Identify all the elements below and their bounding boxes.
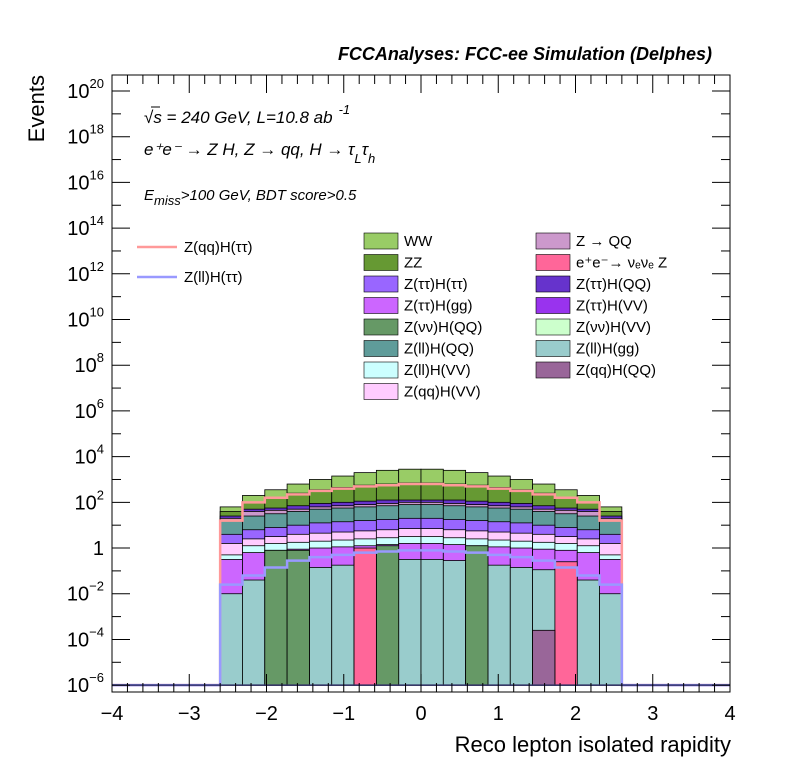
legend-label: Z(ll)H(gg) — [576, 341, 639, 358]
selection-sub: miss — [154, 193, 181, 208]
hist-bar — [309, 567, 333, 686]
x-tick-label: −2 — [255, 703, 278, 725]
y-tick-label: 102 — [75, 487, 104, 514]
hist-bar — [509, 567, 533, 686]
energy-annotation: √s = 240 GeV, L=10.8 ab -1 — [144, 102, 350, 127]
energy-exp: -1 — [339, 102, 351, 117]
legend-label: Z(ττ)H(VV) — [576, 298, 648, 315]
x-tick-label: −3 — [178, 703, 201, 725]
y-tick-label: 10−4 — [67, 624, 104, 651]
legend-label: ZZ — [404, 255, 422, 272]
legend-swatch — [363, 254, 399, 271]
hist-bar — [219, 593, 243, 686]
process-tau: τ — [362, 140, 370, 159]
x-tick-label: −4 — [101, 703, 124, 725]
legend: Z(qq)H(ττ) Z(ll)H(ττ) WW ZZ Z(ττ)H(ττ) Z(ττ)H… — [137, 232, 667, 401]
legend-swatch — [363, 275, 399, 293]
y-tick-labels: 10−6 10−4 10−2 1 102 104 106 108 1010 1012 1014 101… — [67, 76, 104, 697]
x-tick-label: 1 — [493, 703, 504, 725]
hist-bar — [487, 564, 511, 686]
energy-text: √s = 240 GeV, L=10.8 ab — [144, 108, 333, 127]
sparse-e-e-z — [353, 547, 578, 686]
legend-label: Z(νν)H(QQ) — [404, 319, 482, 336]
y-tick-label: 108 — [75, 350, 104, 377]
sparse-bar — [264, 549, 288, 686]
legend-swatch — [363, 361, 399, 379]
sparse-bar — [532, 629, 556, 686]
line-z-ll-h- — [112, 549, 730, 687]
legend-swatch — [363, 340, 399, 357]
legend-swatch — [363, 318, 399, 336]
y-tick-label: 1010 — [67, 305, 104, 332]
legend-label: Z(qq)H(ττ) — [184, 239, 253, 256]
sparse-z-h-qq- — [264, 545, 489, 686]
hist-bar — [242, 579, 266, 686]
y-tick-label: 1014 — [67, 213, 104, 240]
selection-annotation: Emiss>100 GeV, BDT score>0.5 — [144, 187, 357, 208]
legend-label: Z(ll)H(VV) — [404, 362, 471, 379]
process-sub-l: L — [354, 151, 361, 166]
sparse-bar — [375, 545, 400, 686]
y-tick-label: 1012 — [67, 259, 104, 286]
legend-swatch — [363, 297, 399, 314]
legend-label: e⁺e⁻→ νₑνₑ Z — [576, 255, 667, 272]
x-tick-label: −1 — [332, 703, 355, 725]
legend-swatch — [363, 383, 399, 400]
legend-label: Z(ll)H(QQ) — [404, 341, 474, 358]
hist-bar — [576, 579, 600, 686]
chart-title: FCCAnalyses: FCC-ee Simulation (Delphes) — [338, 44, 712, 64]
legend-swatch — [363, 232, 399, 250]
legend-swatch — [535, 318, 571, 336]
y-axis-title: Events — [24, 75, 49, 142]
sparse-bar — [286, 549, 310, 686]
legend-label: Z(ll)H(ττ) — [184, 269, 243, 286]
legend-label: WW — [404, 233, 433, 250]
legend-swatch — [535, 361, 571, 379]
legend-label: Z(qq)H(VV) — [404, 384, 481, 401]
legend-label: Z → QQ — [576, 233, 632, 250]
legend-label: Z(ττ)H(gg) — [404, 298, 473, 315]
sparse-bar — [554, 561, 578, 686]
x-tick-labels: −4 −3 −2 −1 0 1 2 3 4 — [101, 703, 736, 725]
legend-label: Z(νν)H(VV) — [576, 319, 651, 336]
hist-bar — [420, 559, 444, 686]
hist-bar — [599, 593, 623, 686]
y-tick-label: 1016 — [67, 167, 104, 194]
y-tick-label: 104 — [75, 442, 104, 469]
legend-swatch — [535, 254, 571, 271]
y-tick-label: 106 — [75, 396, 104, 423]
legend-swatch — [535, 275, 571, 293]
x-axis-title: Reco lepton isolated rapidity — [455, 732, 731, 757]
legend-label: Z(ττ)H(ττ) — [404, 276, 468, 293]
selection-e: E — [144, 187, 155, 204]
x-tick-label: 4 — [724, 703, 735, 725]
sparse-bar — [353, 547, 377, 686]
x-tick-label: 3 — [647, 703, 658, 725]
sparse-bar — [465, 545, 489, 686]
process-text: e⁺e⁻ → Z H, Z → qq, H → τ — [144, 140, 356, 159]
hist-bar — [331, 564, 355, 686]
axis-ticks — [111, 75, 731, 692]
y-tick-label: 10−2 — [67, 579, 104, 606]
legend-label: Z(qq)H(QQ) — [576, 362, 656, 379]
x-tick-label: 2 — [570, 703, 581, 725]
hist-bar — [442, 560, 467, 686]
y-tick-label: 1018 — [67, 122, 104, 149]
legend-swatch — [535, 340, 571, 357]
x-tick-label: 0 — [415, 703, 426, 725]
line-z-qq-h- — [112, 482, 730, 687]
legend-swatch — [535, 297, 571, 314]
y-tick-label: 10−6 — [67, 670, 104, 697]
sparse-z-qq-h-qq- — [532, 629, 556, 686]
legend-swatch — [535, 232, 571, 250]
hist-bar — [398, 559, 422, 686]
y-tick-label: 1 — [93, 538, 104, 560]
process-annotation: e⁺e⁻ → Z H, Z → qq, H → τLτh — [144, 140, 375, 166]
legend-label: Z(ττ)H(QQ) — [576, 276, 651, 293]
y-tick-label: 1020 — [67, 76, 104, 103]
sparse-histograms — [264, 545, 578, 686]
process-sub-h: h — [368, 151, 375, 166]
selection-rest: >100 GeV, BDT score>0.5 — [181, 187, 357, 204]
